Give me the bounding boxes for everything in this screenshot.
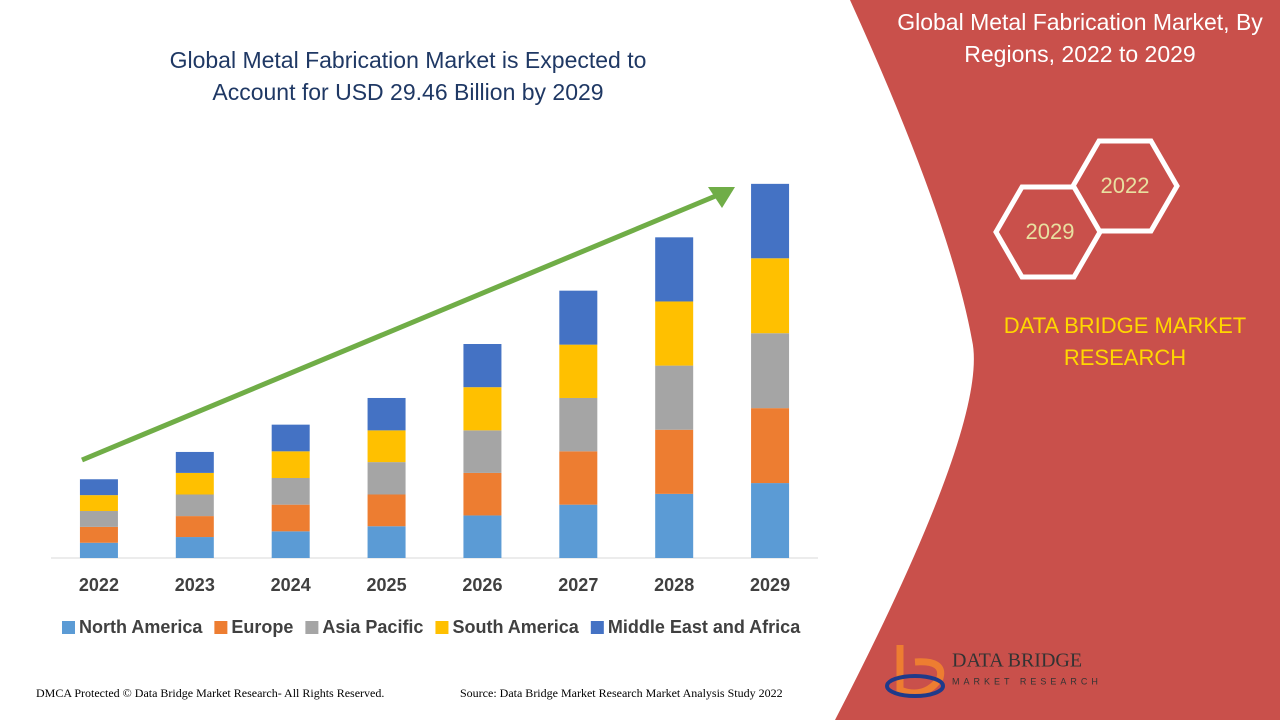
x-tick-label: 2027 <box>558 575 598 595</box>
side-panel-bg <box>835 0 1280 720</box>
trend-arrow <box>81 192 719 463</box>
bar-segment <box>463 387 502 431</box>
hexagon <box>993 184 1103 280</box>
bar-segment <box>79 526 118 543</box>
footer-right: Source: Data Bridge Market Research Mark… <box>460 686 783 700</box>
bar-segment <box>655 301 694 366</box>
bar-segment <box>175 516 214 538</box>
legend-swatch <box>590 621 604 634</box>
bar-segment <box>271 531 310 558</box>
plot: 2022 2023 2024 2025 2026 2027 2028 2029 North Am… <box>62 183 801 637</box>
bar-segment <box>271 477 310 505</box>
x-tick-label: 2028 <box>654 575 694 595</box>
hexagon-label: 2029 <box>1026 219 1075 244</box>
bar-segment <box>463 515 502 558</box>
x-tick-label: 2029 <box>750 575 790 595</box>
logo-name: DATA BRIDGE <box>952 650 1082 672</box>
bar-segment <box>463 430 502 473</box>
bar-segment <box>559 451 598 505</box>
hexagon-label: 2022 <box>1101 173 1150 198</box>
bar-segment <box>463 472 502 516</box>
bar-segment <box>463 344 502 388</box>
bar-segment <box>79 542 118 558</box>
bar-segment <box>175 451 214 473</box>
bar-segment <box>175 472 214 495</box>
bar-segment <box>367 397 406 431</box>
legend-label: North America <box>79 617 203 637</box>
bar-segment <box>367 430 406 463</box>
bar-segment <box>175 537 214 558</box>
chart-title: Global Metal Fabrication Market is Expec… <box>169 47 647 105</box>
bar-segment <box>79 479 118 496</box>
arrow-head <box>708 187 735 208</box>
bar-segment <box>559 344 598 398</box>
logo-tagline: MARKET RESEARCH <box>952 676 1102 686</box>
legend-label: South America <box>452 617 579 637</box>
footer-left: DMCA Protected © Data Bridge Market Rese… <box>36 686 385 700</box>
bar-segment <box>271 451 310 478</box>
bar-segment <box>559 397 598 452</box>
logo: DATA BRIDGE MARKET RESEARCH <box>885 645 1102 698</box>
bar-segment <box>655 365 694 430</box>
bar-segment <box>751 408 790 484</box>
bar-segment <box>79 511 118 527</box>
bar-segment <box>655 493 694 558</box>
x-tick-label: 2023 <box>175 575 215 595</box>
logo-icon <box>885 674 945 698</box>
legend-swatch <box>435 621 449 634</box>
x-tick-label: 2022 <box>79 575 119 595</box>
bar-segment <box>271 504 310 532</box>
bar-segment <box>79 495 118 512</box>
bar-segment <box>751 333 790 409</box>
bar-segment <box>751 183 790 259</box>
bar-segment <box>367 494 406 527</box>
bar-segment <box>271 424 310 452</box>
legend-swatch <box>62 621 75 634</box>
logo-icon <box>896 645 945 697</box>
bar-segment <box>175 494 214 517</box>
bar-segment <box>367 462 406 495</box>
bar-segment <box>751 483 790 558</box>
bar-segment <box>559 504 598 558</box>
legend-label: Middle East and Africa <box>608 617 801 637</box>
panel-title: Global Metal Fabrication Market, By Regi… <box>897 9 1263 67</box>
brand: DATA BRIDGE MARKET RESEARCH <box>1003 313 1247 370</box>
bar-segment <box>655 237 694 302</box>
legend-label: Asia Pacific <box>322 617 423 637</box>
bar-segment <box>559 290 598 345</box>
bar-segment <box>367 526 406 558</box>
x-tick-label: 2024 <box>271 575 311 595</box>
x-tick-label: 2025 <box>367 575 407 595</box>
legend-swatch <box>214 621 228 634</box>
bar-segment <box>751 258 790 334</box>
x-tick-label: 2026 <box>462 575 502 595</box>
legend-swatch <box>305 621 319 634</box>
bar-segment <box>655 429 694 494</box>
legend-label: Europe <box>231 617 293 637</box>
